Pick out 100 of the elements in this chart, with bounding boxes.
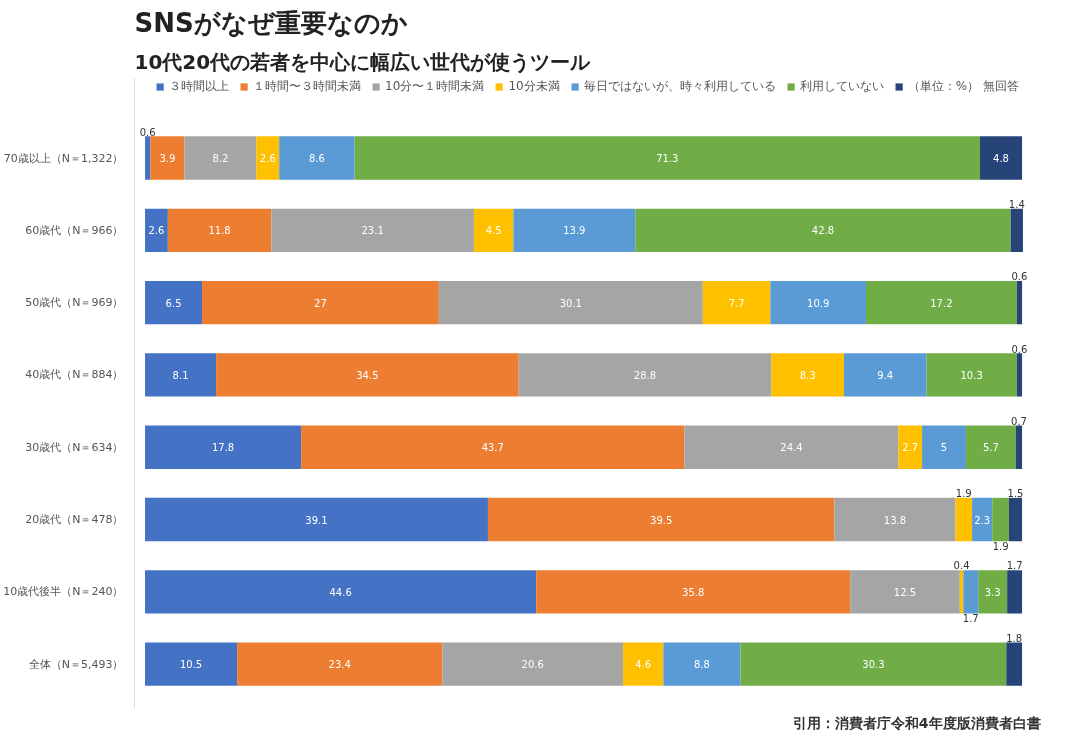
bar (1016, 353, 1023, 397)
data-label: 20.6 (521, 659, 544, 671)
data-label: 4.5 (485, 225, 502, 237)
data-label: 30.1 (559, 297, 582, 309)
data-label: 8.3 (799, 369, 816, 381)
bar (216, 353, 519, 397)
bar (965, 425, 1016, 469)
bar (850, 570, 960, 614)
data-label: 1.4 (1008, 198, 1025, 210)
legend-label: １時間〜３時間未満 (253, 78, 362, 95)
bar (145, 497, 488, 542)
legend-label: 10分未満 (508, 78, 560, 95)
bar (684, 425, 899, 469)
bar (518, 353, 772, 397)
data-label: 8.2 (212, 153, 229, 165)
data-label: 23.1 (361, 225, 384, 237)
data-label: 1.7 (962, 613, 979, 625)
data-label: 9.4 (877, 369, 894, 381)
y-tick-label: 60歳代（N＝966） (25, 223, 124, 237)
bar (145, 353, 217, 397)
bar (1006, 642, 1023, 686)
bar (202, 280, 439, 325)
bar (844, 353, 927, 397)
data-label: 17.8 (211, 442, 235, 454)
chart-title: SNSがなぜ重要なのか (134, 7, 408, 38)
bar (1016, 280, 1023, 325)
data-label: 42.8 (811, 225, 835, 237)
bar (145, 425, 302, 469)
data-label: 13.9 (563, 225, 586, 237)
data-label: 8.1 (172, 369, 189, 381)
data-label: 4.6 (635, 659, 652, 671)
bar (834, 497, 956, 542)
bar (145, 280, 203, 325)
data-label: 39.5 (650, 514, 673, 526)
bar (972, 497, 993, 542)
bar (271, 208, 474, 253)
bar (145, 136, 151, 180)
data-label: 1.7 (1006, 560, 1023, 572)
data-label: 1.5 (1007, 488, 1024, 500)
data-label: 5 (940, 442, 948, 454)
bar (301, 425, 685, 469)
data-label: 2.3 (974, 514, 991, 526)
bar (1008, 497, 1023, 542)
data-label: 0.6 (139, 126, 156, 138)
data-label: 1.9 (955, 488, 972, 500)
bar (771, 353, 845, 397)
bar (237, 642, 443, 686)
data-label: 0.6 (1011, 343, 1028, 355)
chart-subtitle: 10代20代の若者を中心に幅広い世代が使うツール (134, 49, 592, 74)
bar (978, 570, 1008, 614)
data-label: 4.8 (993, 153, 1009, 165)
y-tick-label: 10歳代後半（N＝240） (3, 585, 124, 599)
bar (992, 497, 1009, 542)
bar (740, 642, 1007, 686)
data-label: 0.7 (1011, 415, 1027, 427)
data-label: 71.3 (656, 153, 679, 165)
y-tick-label: 30歳代（N＝634） (25, 440, 124, 454)
bar (145, 642, 238, 686)
bar (513, 208, 636, 253)
bar (635, 208, 1011, 253)
legend-label: （単位：%） 無回答 (907, 78, 1019, 95)
data-label: 23.4 (328, 659, 351, 671)
bar (438, 280, 703, 325)
data-label: 7.7 (728, 297, 745, 309)
bar (1007, 570, 1023, 614)
data-label: 5.7 (982, 442, 999, 454)
data-label: 6.5 (165, 297, 182, 309)
bar (979, 136, 1023, 180)
data-label: 8.6 (308, 153, 325, 165)
data-label: 1.9 (992, 540, 1009, 552)
y-tick-label: 70歳以上（N＝1,322） (3, 151, 124, 165)
legend-label: ３時間以上 (169, 78, 230, 95)
y-tick-label: 全体（N＝5,493） (28, 657, 124, 671)
data-label: 44.6 (329, 586, 352, 598)
bar (922, 425, 966, 469)
bar (926, 353, 1017, 397)
data-label: 24.4 (780, 442, 803, 454)
data-label: 8.8 (694, 659, 710, 671)
data-label: 1.8 (1006, 632, 1023, 644)
bar (473, 208, 514, 253)
data-label: 17.2 (930, 297, 953, 309)
bar (865, 280, 1017, 325)
bar (442, 642, 624, 686)
data-label: 35.8 (682, 586, 705, 598)
bar (145, 570, 537, 614)
data-label: 10.9 (807, 297, 830, 309)
data-label: 2.7 (902, 442, 919, 454)
data-label: 11.8 (208, 225, 231, 237)
data-label: 3.3 (984, 586, 1001, 598)
bar (1015, 425, 1023, 469)
bar (354, 136, 980, 180)
data-label: 28.8 (633, 369, 657, 381)
legend-label: 10分〜１時間未満 (385, 78, 485, 95)
data-label: 27 (314, 297, 327, 309)
y-tick-label: 40歳代（N＝884） (25, 368, 124, 382)
bar (150, 136, 185, 180)
data-label: 30.3 (862, 659, 885, 671)
bar (663, 642, 741, 686)
bar (1010, 208, 1023, 253)
bar (963, 570, 979, 614)
